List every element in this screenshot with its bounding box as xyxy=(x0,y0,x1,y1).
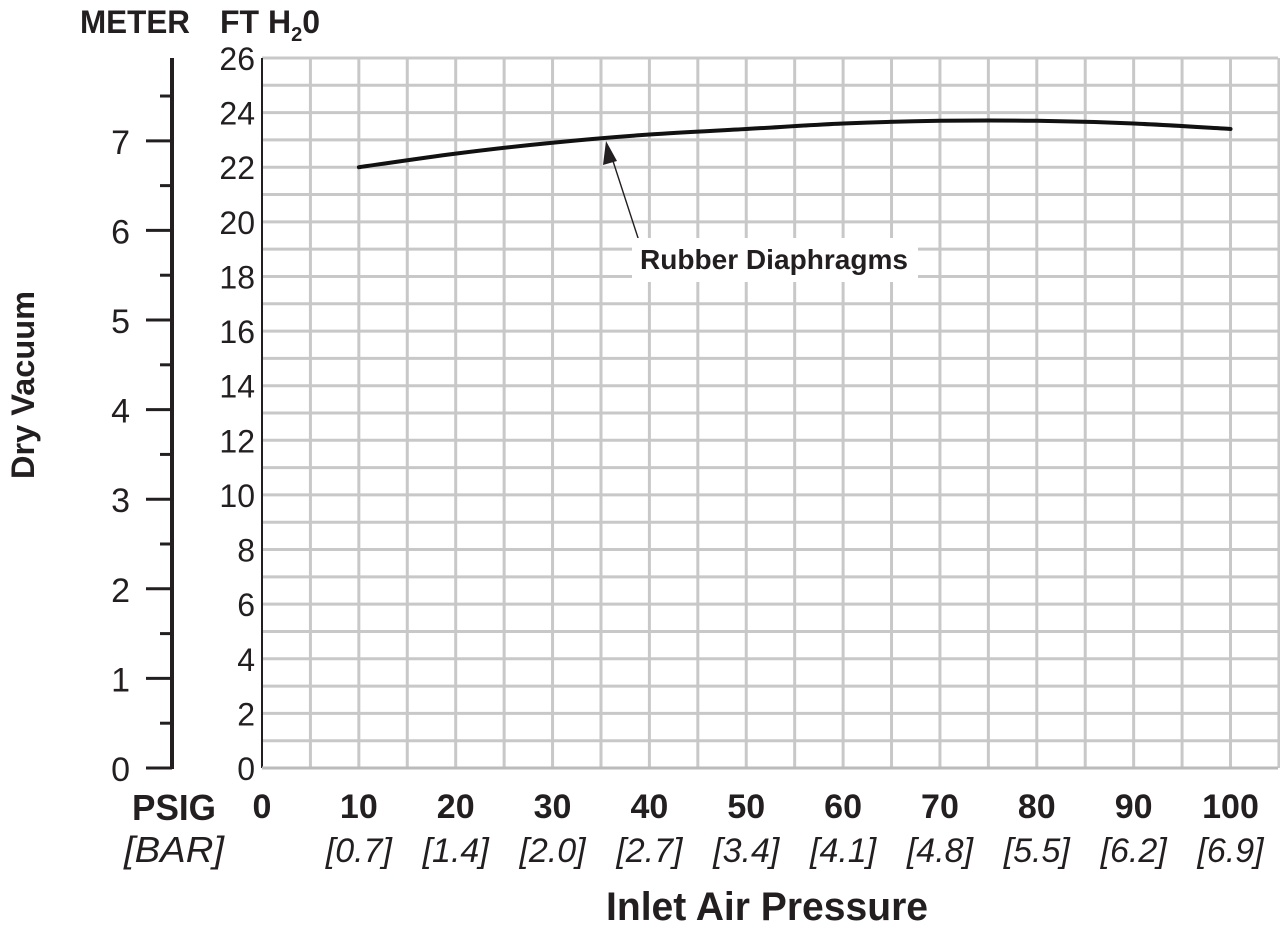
ft-tick-label: 2 xyxy=(237,696,255,732)
x-tick-label-bar: [2.7] xyxy=(615,832,684,870)
x-tick-label-psig: 90 xyxy=(1115,788,1153,826)
x-tick-label-psig: 0 xyxy=(253,788,272,826)
ft-tick-label: 24 xyxy=(219,96,255,132)
series-layer xyxy=(356,118,1233,170)
ft-tick-label: 18 xyxy=(219,259,255,295)
meter-tick-label: 5 xyxy=(111,303,130,341)
meter-axis: 0 1 2 3 4 5 6 7 xyxy=(111,58,174,789)
ft-tick-label: 6 xyxy=(237,587,255,623)
x-tick-label-bar: [2.0] xyxy=(518,832,587,870)
x-tick-label-psig: 80 xyxy=(1018,788,1056,826)
ft-tick-label: 10 xyxy=(219,478,255,514)
x-tick-label-psig: 20 xyxy=(437,788,475,826)
x-tick-label-psig: 10 xyxy=(340,788,378,826)
x-axis-title: Inlet Air Pressure xyxy=(606,885,928,929)
y-axis-title: Dry Vacuum xyxy=(5,291,41,479)
meter-unit-label: METER xyxy=(80,4,190,40)
meter-tick-label: 0 xyxy=(111,751,130,789)
x-tick-labels: 0 10 [0.7] 20 [1.4] 30 [2.0] 40 [2.7] 50 [3.4] 60 [4… xyxy=(253,788,1266,870)
x-tick-label-bar: [3.4] xyxy=(712,832,781,870)
x-tick-label-psig: 30 xyxy=(534,788,572,826)
x-tick-label-bar: [5.5] xyxy=(1003,832,1072,870)
ft-h-text: FT H xyxy=(220,4,291,40)
grid-lines xyxy=(261,56,1280,770)
ft-tick-label: 14 xyxy=(219,369,255,405)
x-tick-label-bar: [6.9] xyxy=(1196,832,1265,870)
x-tick-label-bar: [4.8] xyxy=(906,832,975,870)
ft-tick-label: 20 xyxy=(219,205,255,241)
annotation-label-background xyxy=(632,238,918,282)
ft-tick-label: 0 xyxy=(237,751,255,787)
x-tick-label-bar: [1.4] xyxy=(422,832,491,870)
ft-tick-label: 26 xyxy=(219,41,255,77)
meter-tick-label: 2 xyxy=(111,572,130,610)
series-line-rubber-diaphragms xyxy=(356,118,1233,170)
x-unit-label-psig: PSIG xyxy=(132,787,216,828)
ft-h2o-subscript: 2 xyxy=(291,24,302,46)
meter-tick-label: 6 xyxy=(111,213,130,251)
ft-h2o-unit-label: FT H20 xyxy=(220,4,320,46)
meter-tick-label: 7 xyxy=(111,124,130,162)
meter-tick-label: 3 xyxy=(111,482,130,520)
annotation-leader-line xyxy=(611,157,641,245)
x-tick-label-bar: [0.7] xyxy=(325,832,394,870)
annotation-arrowhead xyxy=(603,141,617,165)
meter-tick-label: 1 xyxy=(111,661,130,699)
ft-tick-label: 16 xyxy=(219,314,255,350)
x-tick-label-bar: [4.1] xyxy=(809,832,878,870)
annotation-label: Rubber Diaphragms xyxy=(640,244,908,275)
x-unit-label-bar: [BAR] xyxy=(123,829,225,870)
x-tick-label-psig: 70 xyxy=(921,788,959,826)
annotation: Rubber Diaphragms xyxy=(603,141,918,282)
x-tick-label-bar: [6.2] xyxy=(1100,832,1169,870)
ft-tick-label: 12 xyxy=(219,423,255,459)
x-tick-label-psig: 40 xyxy=(630,788,668,826)
x-tick-label-psig: 100 xyxy=(1202,788,1259,826)
ft-tick-label: 4 xyxy=(237,642,255,678)
x-tick-label-psig: 60 xyxy=(824,788,862,826)
x-tick-label-psig: 50 xyxy=(727,788,765,826)
ft-tick-label: 8 xyxy=(237,533,255,569)
ft-h2o-tail: 0 xyxy=(302,4,320,40)
meter-tick-label: 4 xyxy=(111,393,130,431)
ft-tick-label: 22 xyxy=(219,150,255,186)
